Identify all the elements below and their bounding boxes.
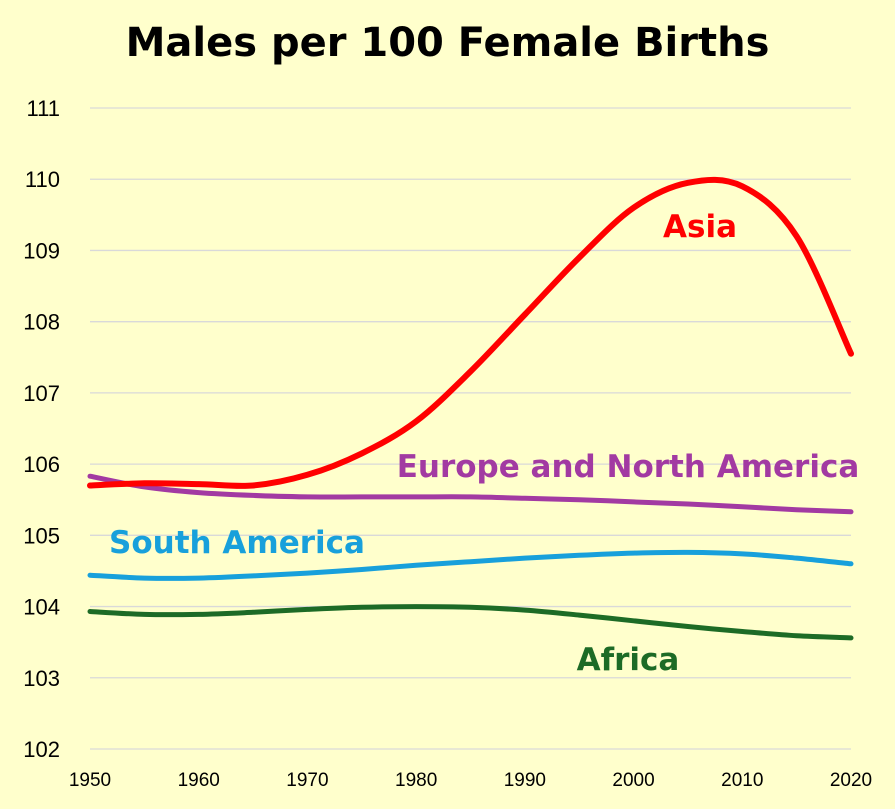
x-tick-label: 1950 [69, 770, 111, 791]
x-axis-ticks: 1950 1960 1970 1980 1990 2000 2010 2020 [69, 770, 872, 791]
y-axis-ticks: 102 103 104 105 106 107 108 109 110 111 [23, 96, 60, 762]
x-tick-label: 2010 [721, 770, 763, 791]
x-tick-label: 1970 [286, 770, 328, 791]
x-tick-label: 1980 [395, 770, 437, 791]
y-tick-label: 106 [23, 452, 60, 477]
y-tick-label: 102 [23, 737, 60, 762]
series-line-south-america [87, 549, 854, 581]
x-tick-label: 2000 [612, 770, 654, 791]
series-lines [87, 176, 854, 641]
series-line-asia [87, 176, 854, 489]
y-tick-label: 109 [23, 238, 60, 263]
y-tick-label: 107 [23, 381, 60, 406]
y-tick-label: 104 [23, 595, 60, 620]
series-label-south-america: South America [109, 525, 365, 561]
x-tick-label: 1960 [178, 770, 220, 791]
y-tick-label: 103 [23, 666, 60, 691]
series-line-africa [87, 604, 854, 641]
y-tick-label: 111 [27, 96, 60, 121]
series-label-africa: Africa [577, 642, 680, 678]
series-line-europe-and-north-america [87, 473, 854, 515]
x-tick-label: 1990 [504, 770, 546, 791]
x-tick-label: 2020 [830, 770, 872, 791]
y-tick-label: 105 [23, 523, 60, 548]
gridlines [90, 107, 851, 750]
y-tick-label: 108 [23, 310, 60, 335]
series-label-europe-and-north-america: Europe and North America [397, 449, 860, 485]
y-tick-label: 110 [25, 167, 60, 192]
series-label-asia: Asia [663, 209, 737, 245]
chart-title: Males per 100 Female Births [125, 20, 770, 66]
